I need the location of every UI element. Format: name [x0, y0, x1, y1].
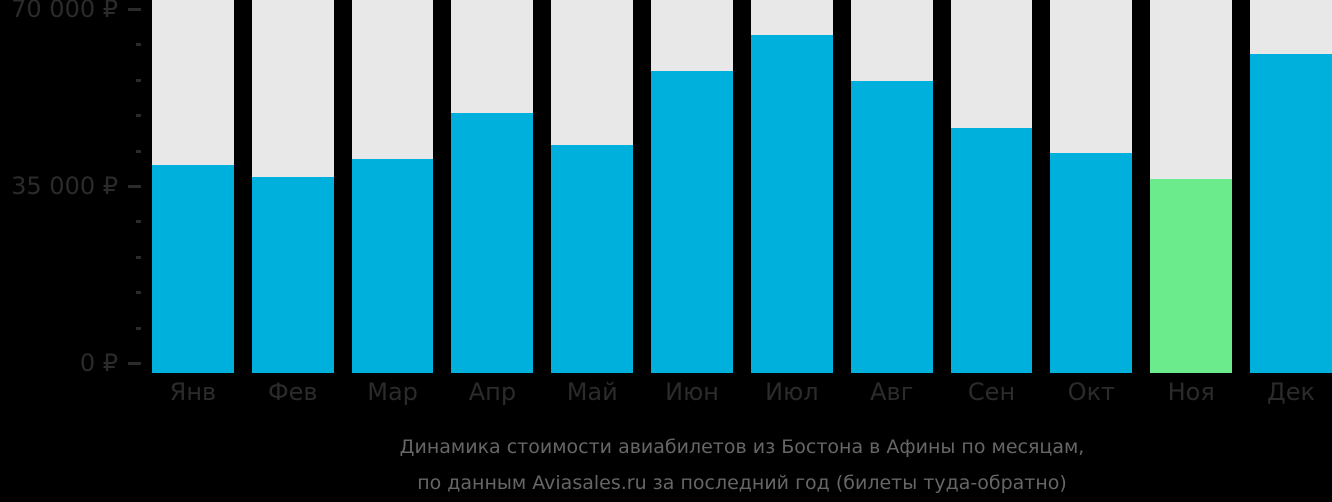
y-axis-tick-minor [136, 150, 141, 153]
y-axis-tick-minor [136, 79, 141, 82]
bar-jul [750, 35, 833, 373]
y-axis-tick-minor [136, 220, 141, 223]
bar-column-sep [950, 0, 1033, 373]
bar-column-feb [251, 0, 334, 373]
bar-column-oct [1050, 0, 1133, 373]
x-axis-label-jan: Янв [169, 378, 217, 406]
x-axis-label-may: Май [566, 378, 618, 406]
bar-feb [251, 177, 334, 373]
bar-column-jan [152, 0, 234, 373]
bar-aug [850, 81, 933, 373]
bar-column-may [551, 0, 634, 373]
chart-title: Динамика стоимости авиабилетов из Бостон… [152, 429, 1332, 501]
y-axis-tick-minor [136, 327, 141, 330]
plot-area [152, 0, 1332, 373]
x-axis-label-jun: Июн [665, 378, 719, 406]
bar-column-jul [750, 0, 833, 373]
bar-apr [451, 113, 534, 373]
bar-dec [1250, 54, 1332, 373]
bar-nov [1150, 179, 1233, 373]
chart-title-line-2: по данным Aviasales.ru за последний год … [417, 472, 1067, 494]
y-axis-tick-major [128, 185, 141, 188]
y-axis-tick-minor [136, 43, 141, 46]
x-axis: Янв Фев Мар Апр Май Июн Июл Авг Сен Окт Ноя Дек [152, 379, 1332, 405]
x-axis-label-dec: Дек [1267, 378, 1316, 406]
bar-column-jun [651, 0, 733, 373]
bar-jun [651, 71, 733, 373]
x-axis-label-nov: Ноя [1167, 378, 1215, 406]
bar-column-mar [351, 0, 434, 373]
x-axis-label-jul: Июл [765, 378, 819, 406]
y-axis-tick-label: 0 ₽ [79, 349, 118, 377]
x-axis-label-apr: Апр [468, 378, 517, 406]
x-axis-label-mar: Мар [367, 378, 418, 406]
y-axis-tick-label: 35 000 ₽ [11, 172, 118, 200]
bar-column-apr [451, 0, 534, 373]
bar-column-dec [1250, 0, 1332, 373]
y-axis-tick-major [128, 8, 141, 11]
bar-mar [351, 159, 434, 373]
y-axis-tick-major [128, 362, 141, 365]
x-axis-label-oct: Окт [1067, 378, 1116, 406]
y-axis-tick-label: 70 000 ₽ [11, 0, 118, 23]
bar-sep [950, 128, 1033, 373]
bar-column-aug [850, 0, 933, 373]
bar-oct [1050, 153, 1133, 373]
y-axis-tick-minor [136, 256, 141, 259]
bar-column-nov [1150, 0, 1233, 373]
x-axis-label-aug: Авг [870, 378, 914, 406]
x-axis-label-sep: Сен [967, 378, 1016, 406]
y-axis-tick-minor [136, 291, 141, 294]
chart-title-line-1: Динамика стоимости авиабилетов из Бостон… [399, 436, 1085, 458]
y-axis-tick-minor [136, 114, 141, 117]
x-axis-label-feb: Фев [267, 378, 318, 406]
bar-may [551, 145, 634, 373]
bar-jan [152, 165, 234, 373]
